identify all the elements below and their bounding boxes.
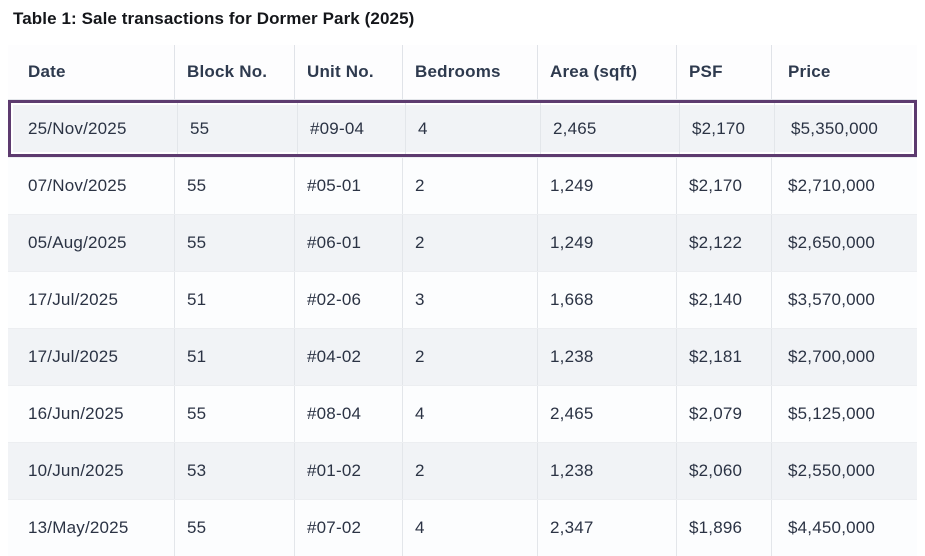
cell-area-sqft: 1,668 bbox=[538, 272, 677, 328]
cell-area-sqft: 1,238 bbox=[538, 443, 677, 499]
cell-block-no: 55 bbox=[175, 215, 295, 271]
column-header-block-no: Block No. bbox=[175, 45, 295, 99]
cell-price: $5,125,000 bbox=[788, 404, 876, 423]
table-row: 13/May/2025 55 #07-02 4 2,347 $1,896 $4,… bbox=[8, 499, 917, 556]
cell-psf: $2,060 bbox=[677, 443, 772, 499]
cell-date: 16/Jun/2025 bbox=[8, 386, 175, 442]
cell-psf: $1,896 bbox=[677, 500, 772, 556]
cell-block-no: 55 bbox=[178, 103, 298, 154]
cell-date: 17/Jul/2025 bbox=[8, 272, 175, 328]
table-row: 07/Nov/2025 55 #05-01 2 1,249 $2,170 $2,… bbox=[8, 157, 917, 214]
cell-date: 13/May/2025 bbox=[8, 500, 175, 556]
cell-psf: $2,079 bbox=[677, 386, 772, 442]
cell-bedrooms: 4 bbox=[403, 500, 538, 556]
cell-bedrooms: 4 bbox=[406, 103, 541, 154]
cell-unit-no: #05-01 bbox=[295, 158, 403, 214]
cell-unit-no: #04-02 bbox=[295, 329, 403, 385]
cell-unit-no: #02-06 bbox=[295, 272, 403, 328]
cell-area-sqft: 1,238 bbox=[538, 329, 677, 385]
cell-unit-no: #07-02 bbox=[295, 500, 403, 556]
table-row: 17/Jul/2025 51 #04-02 2 1,238 $2,181 $2,… bbox=[8, 328, 917, 385]
transactions-table: Date Block No. Unit No. Bedrooms Area (s… bbox=[8, 45, 917, 556]
cell-block-no: 55 bbox=[175, 158, 295, 214]
column-header-bedrooms: Bedrooms bbox=[403, 45, 538, 99]
column-header-date: Date bbox=[8, 45, 175, 99]
cell-price: $2,700,000 bbox=[788, 347, 876, 366]
cell-unit-no: #08-04 bbox=[295, 386, 403, 442]
table-row: 17/Jul/2025 51 #02-06 3 1,668 $2,140 $3,… bbox=[8, 271, 917, 328]
cell-area-sqft: 1,249 bbox=[538, 215, 677, 271]
cell-price: $2,710,000 bbox=[788, 176, 876, 195]
table-row-highlighted: 25/Nov/2025 55 #09-04 4 2,465 $2,170 $5,… bbox=[8, 100, 917, 157]
table-body: 25/Nov/2025 55 #09-04 4 2,465 $2,170 $5,… bbox=[8, 100, 917, 556]
cell-block-no: 55 bbox=[175, 386, 295, 442]
column-header-unit-no: Unit No. bbox=[295, 45, 403, 99]
cell-price: $5,350,000 bbox=[791, 118, 879, 138]
cell-price: $3,570,000 bbox=[788, 290, 876, 309]
cell-psf: $2,170 bbox=[677, 158, 772, 214]
cell-bedrooms: 2 bbox=[403, 443, 538, 499]
cell-block-no: 53 bbox=[175, 443, 295, 499]
column-header-area-sqft: Area (sqft) bbox=[538, 45, 677, 99]
table-row: 16/Jun/2025 55 #08-04 4 2,465 $2,079 $5,… bbox=[8, 385, 917, 442]
cell-unit-no: #06-01 bbox=[295, 215, 403, 271]
cell-price: $2,650,000 bbox=[788, 233, 876, 252]
cell-unit-no: #09-04 bbox=[298, 103, 406, 154]
cell-bedrooms: 4 bbox=[403, 386, 538, 442]
table-row: 10/Jun/2025 53 #01-02 2 1,238 $2,060 $2,… bbox=[8, 442, 917, 499]
cell-area-sqft: 2,347 bbox=[538, 500, 677, 556]
cell-area-sqft: 2,465 bbox=[538, 386, 677, 442]
cell-date: 17/Jul/2025 bbox=[8, 329, 175, 385]
column-header-psf: PSF bbox=[677, 45, 772, 99]
table-header-row: Date Block No. Unit No. Bedrooms Area (s… bbox=[8, 45, 917, 100]
cell-psf: $2,170 bbox=[680, 103, 775, 154]
cell-date: 25/Nov/2025 bbox=[11, 103, 178, 154]
table-row: 05/Aug/2025 55 #06-01 2 1,249 $2,122 $2,… bbox=[8, 214, 917, 271]
cell-date: 05/Aug/2025 bbox=[8, 215, 175, 271]
cell-block-no: 51 bbox=[175, 272, 295, 328]
cell-price: $4,450,000 bbox=[788, 518, 876, 537]
cell-block-no: 51 bbox=[175, 329, 295, 385]
cell-date: 10/Jun/2025 bbox=[8, 443, 175, 499]
cell-unit-no: #01-02 bbox=[295, 443, 403, 499]
cell-bedrooms: 2 bbox=[403, 329, 538, 385]
cell-block-no: 55 bbox=[175, 500, 295, 556]
cell-area-sqft: 2,465 bbox=[541, 103, 680, 154]
cell-bedrooms: 3 bbox=[403, 272, 538, 328]
cell-psf: $2,181 bbox=[677, 329, 772, 385]
cell-area-sqft: 1,249 bbox=[538, 158, 677, 214]
column-header-price: Price bbox=[788, 62, 831, 81]
page-title: Table 1: Sale transactions for Dormer Pa… bbox=[13, 9, 415, 28]
cell-bedrooms: 2 bbox=[403, 158, 538, 214]
cell-psf: $2,122 bbox=[677, 215, 772, 271]
cell-psf: $2,140 bbox=[677, 272, 772, 328]
cell-price: $2,550,000 bbox=[788, 461, 876, 480]
cell-date: 07/Nov/2025 bbox=[8, 158, 175, 214]
cell-bedrooms: 2 bbox=[403, 215, 538, 271]
